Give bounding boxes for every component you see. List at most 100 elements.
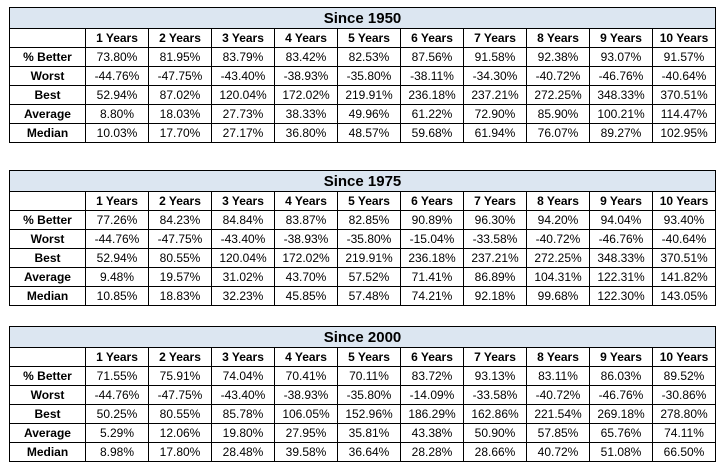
table-title-row: Since 1975 [8, 170, 717, 192]
value-cell: -44.76% [85, 66, 149, 86]
value-cell: -40.72% [526, 229, 590, 249]
column-header: 1 Years [85, 28, 149, 48]
column-header: 9 Years [589, 191, 653, 211]
value-cell: 10.03% [85, 123, 149, 143]
value-cell: 102.95% [651, 123, 717, 143]
column-header: 10 Years [651, 28, 717, 48]
value-cell: 74.11% [651, 423, 717, 443]
column-header-row: 1 Years 2 Years 3 Years 4 Years 5 Years 6 Yea… [9, 28, 717, 48]
row-label: % Better [9, 366, 86, 386]
value-cell: -38.93% [274, 229, 338, 249]
value-cell: 8.98% [85, 442, 149, 462]
table-row: Worst -44.76% -47.75% -43.40% -38.93% -35.80%… [9, 66, 717, 86]
column-header: 2 Years [148, 28, 212, 48]
value-cell: 162.86% [463, 404, 527, 424]
value-cell: 91.58% [463, 47, 527, 67]
value-cell: 120.04% [211, 85, 275, 105]
corner-cell [9, 28, 86, 48]
row-label: Worst [9, 385, 86, 405]
value-cell: 90.89% [400, 210, 464, 230]
value-cell: -44.76% [85, 385, 149, 405]
value-cell: -40.72% [526, 385, 590, 405]
value-cell: 89.52% [651, 366, 717, 386]
value-cell: -33.58% [463, 229, 527, 249]
column-header: 3 Years [211, 347, 275, 367]
table-since-1950: Since 1950 1 Years 2 Years 3 Years 4 Years 5 … [8, 7, 717, 143]
value-cell: 73.80% [85, 47, 149, 67]
value-cell: 57.52% [337, 267, 401, 287]
column-header: 9 Years [589, 347, 653, 367]
value-cell: 100.21% [589, 104, 653, 124]
value-cell: 28.48% [211, 442, 275, 462]
value-cell: 43.38% [400, 423, 464, 443]
value-cell: 120.04% [211, 248, 275, 268]
value-cell: -38.93% [274, 66, 338, 86]
value-cell: 75.91% [148, 366, 212, 386]
value-cell: 278.80% [651, 404, 717, 424]
value-cell: 85.90% [526, 104, 590, 124]
column-header: 7 Years [463, 28, 527, 48]
column-header: 5 Years [337, 347, 401, 367]
value-cell: 93.07% [589, 47, 653, 67]
value-cell: 36.64% [337, 442, 401, 462]
value-cell: 82.85% [337, 210, 401, 230]
value-cell: -46.76% [589, 229, 653, 249]
value-cell: 38.33% [274, 104, 338, 124]
value-cell: 52.94% [85, 248, 149, 268]
corner-cell [9, 191, 86, 211]
row-label: Best [9, 85, 86, 105]
row-label: Average [9, 104, 86, 124]
value-cell: 99.68% [526, 286, 590, 306]
value-cell: 50.25% [85, 404, 149, 424]
row-label: Best [9, 404, 86, 424]
value-cell: 92.18% [463, 286, 527, 306]
column-header: 7 Years [463, 191, 527, 211]
row-label: Worst [9, 66, 86, 86]
column-header: 7 Years [463, 347, 527, 367]
value-cell: -43.40% [211, 66, 275, 86]
value-cell: 49.96% [337, 104, 401, 124]
value-cell: 84.84% [211, 210, 275, 230]
table-title: Since 2000 [8, 326, 717, 348]
column-header: 1 Years [85, 347, 149, 367]
value-cell: 27.73% [211, 104, 275, 124]
value-cell: 93.40% [651, 210, 717, 230]
value-cell: 83.11% [526, 366, 590, 386]
value-cell: -33.58% [463, 385, 527, 405]
value-cell: -40.64% [651, 229, 717, 249]
column-header: 4 Years [274, 28, 338, 48]
value-cell: 370.51% [651, 85, 717, 105]
value-cell: 86.89% [463, 267, 527, 287]
value-cell: 70.11% [337, 366, 401, 386]
value-cell: 57.48% [337, 286, 401, 306]
table-row: Median 10.03% 17.70% 27.17% 36.80% 48.57% 59.6… [9, 123, 717, 143]
value-cell: 35.81% [337, 423, 401, 443]
value-cell: -46.76% [589, 385, 653, 405]
value-cell: 83.87% [274, 210, 338, 230]
value-cell: 237.21% [463, 85, 527, 105]
value-cell: 186.29% [400, 404, 464, 424]
column-header: 10 Years [651, 347, 717, 367]
value-cell: 17.70% [148, 123, 212, 143]
column-header: 4 Years [274, 347, 338, 367]
row-label: % Better [9, 210, 86, 230]
value-cell: 52.94% [85, 85, 149, 105]
value-cell: 80.55% [148, 404, 212, 424]
column-header: 5 Years [337, 28, 401, 48]
value-cell: 86.03% [589, 366, 653, 386]
value-cell: 106.05% [274, 404, 338, 424]
value-cell: 83.79% [211, 47, 275, 67]
value-cell: 18.83% [148, 286, 212, 306]
value-cell: 91.57% [651, 47, 717, 67]
value-cell: 92.38% [526, 47, 590, 67]
value-cell: 10.85% [85, 286, 149, 306]
row-label: Best [9, 248, 86, 268]
column-header: 8 Years [526, 347, 590, 367]
table-row: Best 52.94% 80.55% 120.04% 172.02% 219.91% 236… [9, 248, 717, 268]
column-header: 9 Years [589, 28, 653, 48]
value-cell: -40.72% [526, 66, 590, 86]
value-cell: 348.33% [589, 85, 653, 105]
value-cell: 5.29% [85, 423, 149, 443]
value-cell: 172.02% [274, 85, 338, 105]
row-label: Average [9, 423, 86, 443]
